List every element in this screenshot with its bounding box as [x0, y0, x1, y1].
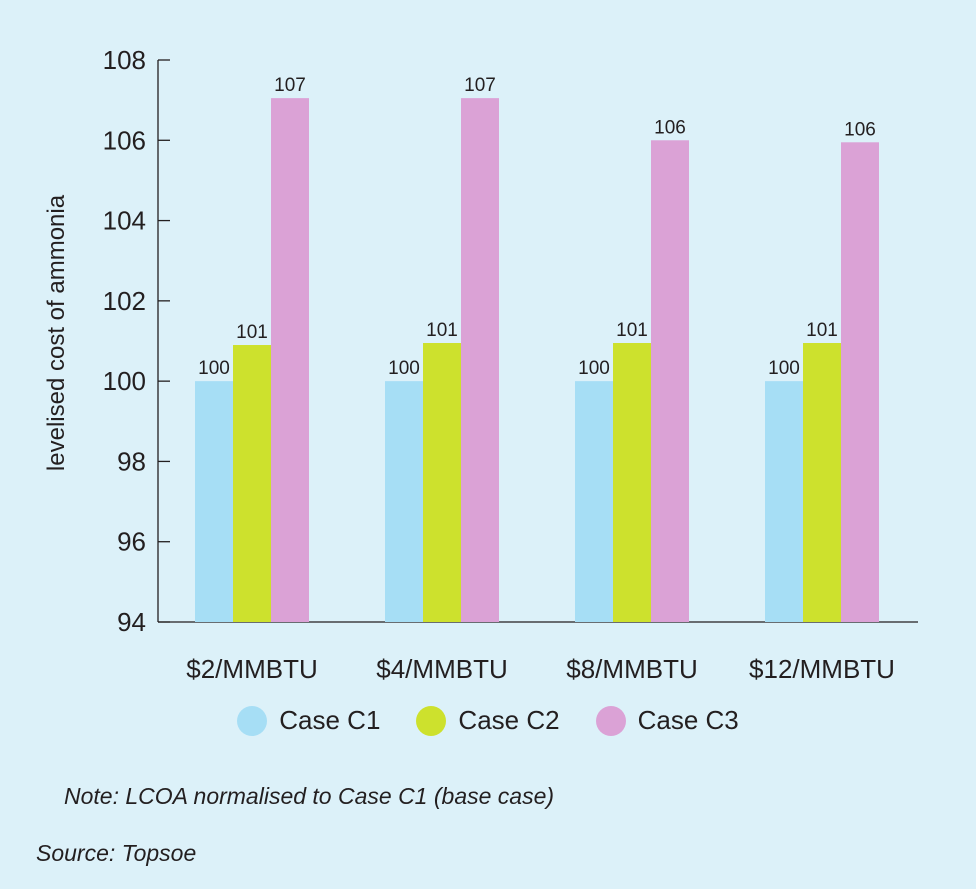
bar-chart: 94 96 98 100 102 104 106 108 levelised cost of a…	[43, 45, 918, 684]
legend-label-case-c3: Case C3	[637, 705, 739, 735]
data-label: 101	[236, 322, 268, 343]
legend-swatch-case-c2	[416, 705, 447, 736]
x-category-label: $8/MMBTU	[566, 654, 697, 684]
y-tick-label: 98	[117, 446, 146, 476]
legend-item-case-c1: Case C1	[237, 705, 380, 736]
bar-case-c3	[651, 140, 689, 623]
legend-label-case-c2: Case C2	[458, 705, 560, 735]
y-axis-title: levelised cost of ammonia	[43, 194, 70, 471]
data-label: 107	[464, 75, 496, 96]
y-tick-label: 94	[117, 607, 146, 637]
bar-case-c2	[423, 343, 461, 622]
bar-case-c2	[233, 345, 271, 622]
legend-item-case-c3: Case C3	[595, 705, 739, 736]
x-category-label: $4/MMBTU	[376, 654, 507, 684]
bar-case-c3	[271, 98, 309, 622]
bar-case-c1	[575, 381, 613, 622]
data-label: 106	[654, 117, 686, 138]
data-label: 107	[274, 75, 306, 96]
legend-item-case-c2: Case C2	[416, 705, 560, 736]
data-label: 100	[578, 358, 610, 379]
x-category-label: $12/MMBTU	[749, 654, 895, 684]
bar-case-c3	[461, 98, 499, 622]
y-tick-label: 106	[103, 125, 146, 155]
data-label: 101	[426, 320, 458, 341]
data-label: 101	[806, 320, 838, 341]
x-category-label: $2/MMBTU	[186, 654, 317, 684]
y-tick-label: 102	[103, 286, 146, 316]
bar-case-c1	[765, 381, 803, 622]
legend-swatch-case-c1	[237, 705, 268, 736]
y-tick-label: 96	[117, 527, 146, 557]
bar-case-c2	[613, 343, 651, 622]
y-tick-label: 104	[103, 206, 146, 236]
data-label: 106	[844, 119, 876, 140]
bar-case-c2	[803, 343, 841, 622]
chart-note: Note: LCOA normalised to Case C1 (base c…	[64, 783, 555, 809]
legend-label-case-c1: Case C1	[279, 705, 381, 735]
data-label: 100	[388, 358, 420, 379]
data-label: 101	[616, 320, 648, 341]
y-tick-label: 100	[103, 366, 146, 396]
data-label: 100	[768, 358, 800, 379]
bar-case-c3	[841, 142, 879, 623]
bar-case-c1	[195, 381, 233, 622]
chart-source: Source: Topsoe	[36, 840, 197, 866]
chart-legend: Case C1 Case C2 Case C3	[0, 705, 976, 736]
legend-swatch-case-c3	[595, 705, 626, 736]
data-label: 100	[198, 358, 230, 379]
bar-case-c1	[385, 381, 423, 622]
y-tick-label: 108	[103, 45, 146, 75]
